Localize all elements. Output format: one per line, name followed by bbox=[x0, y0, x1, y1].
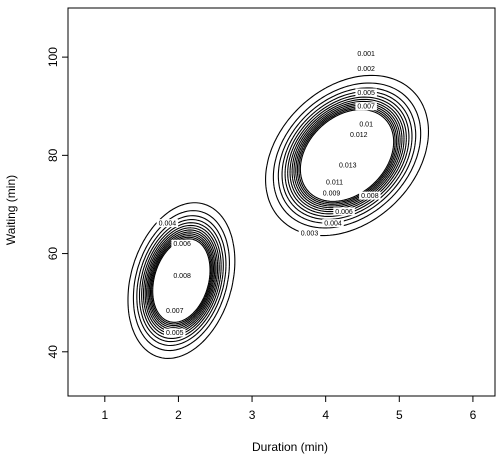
contour-line-0.002 bbox=[132, 82, 422, 352]
contour-label: 0.005 bbox=[355, 88, 377, 97]
y-tick-label: 80 bbox=[46, 148, 60, 162]
contour-line-0.006 bbox=[142, 96, 407, 337]
contour-label-bg bbox=[164, 328, 186, 337]
contour-label-bg bbox=[355, 88, 377, 97]
contour-label: 0.006 bbox=[171, 239, 193, 248]
contour-label-text: 0.01 bbox=[359, 121, 373, 128]
contour-label-text: 0.001 bbox=[357, 51, 375, 58]
y-tick-label: 40 bbox=[46, 345, 60, 359]
plot-frame bbox=[67, 7, 496, 397]
contour-label-bg bbox=[171, 239, 193, 248]
contour-label-text: 0.004 bbox=[159, 221, 177, 228]
contour-label-bg bbox=[359, 191, 381, 200]
y-axis: 40 60 80 100 bbox=[46, 47, 68, 359]
contour-label: 0.004 bbox=[322, 219, 344, 228]
contour-label-text: 0.006 bbox=[335, 209, 353, 216]
contour-label-text: 0.013 bbox=[339, 163, 357, 170]
contour-label: 0.013 bbox=[337, 161, 359, 170]
contour-label: 0.007 bbox=[355, 102, 377, 111]
contour-label-bg bbox=[323, 177, 346, 186]
contour-label-bg bbox=[355, 49, 377, 58]
contour-label: 0.012 bbox=[348, 130, 370, 139]
contour-label-text: 0.005 bbox=[166, 330, 184, 337]
contour-label-text: 0.003 bbox=[301, 230, 319, 237]
contour-label-bg bbox=[171, 271, 193, 280]
contour-label: 0.008 bbox=[171, 271, 193, 280]
contour-label-text: 0.008 bbox=[173, 273, 191, 280]
contour-label-bg bbox=[333, 207, 355, 216]
contour-lines bbox=[127, 74, 430, 359]
x-tick-label: 6 bbox=[470, 408, 477, 422]
contour-line-0.004 bbox=[138, 90, 413, 343]
x-tick-label: 2 bbox=[175, 408, 182, 422]
contour-label-bg bbox=[320, 189, 343, 198]
contour-label: 0.005 bbox=[164, 328, 186, 337]
contour-label-bg bbox=[156, 219, 179, 228]
contour-label: 0.003 bbox=[298, 228, 321, 237]
contour-label: 0.011 bbox=[323, 177, 346, 186]
contour-labels: 0.001 0.002 0.003 0.004 0.005 0.006 0.007 0.008… bbox=[156, 49, 381, 337]
contour-label: 0.008 bbox=[359, 191, 381, 200]
x-axis-title: Duration (min) bbox=[252, 440, 328, 454]
x-tick-label: 4 bbox=[322, 408, 329, 422]
contour-label: 0.006 bbox=[333, 207, 355, 216]
contour-label-text: 0.007 bbox=[357, 104, 375, 111]
contour-label-text: 0.012 bbox=[350, 132, 368, 139]
contour-label-text: 0.007 bbox=[166, 308, 184, 315]
x-axis: 1 2 3 4 5 6 bbox=[101, 396, 477, 422]
contour-label-bg bbox=[164, 306, 186, 315]
contour-label-bg bbox=[322, 219, 344, 228]
y-axis-title: Waiting (min) bbox=[4, 175, 18, 245]
contour-line-0.003 bbox=[136, 87, 417, 347]
y-tick-label: 100 bbox=[46, 47, 60, 67]
contour-label-bg bbox=[355, 64, 377, 73]
contour-label-bg bbox=[357, 119, 375, 128]
contour-label-text: 0.008 bbox=[361, 193, 379, 200]
x-tick-label: 5 bbox=[396, 408, 403, 422]
contour-label-bg bbox=[348, 130, 370, 139]
x-tick-label: 3 bbox=[249, 408, 256, 422]
contour-label: 0.002 bbox=[355, 64, 377, 73]
contour-label-text: 0.011 bbox=[326, 179, 343, 186]
contour-label: 0.007 bbox=[164, 306, 186, 315]
contour-label: 0.001 bbox=[355, 49, 377, 58]
y-tick-label: 60 bbox=[46, 247, 60, 261]
contour-label-text: 0.002 bbox=[357, 66, 375, 73]
contour-label-text: 0.009 bbox=[323, 191, 341, 198]
contour-label: 0.01 bbox=[357, 119, 375, 128]
contour-label: 0.004 bbox=[156, 219, 179, 228]
x-tick-label: 1 bbox=[101, 408, 108, 422]
contour-line-0.005 bbox=[141, 94, 410, 340]
contour-label-text: 0.004 bbox=[324, 221, 342, 228]
contour-label-bg bbox=[337, 161, 359, 170]
contour-label-bg bbox=[355, 102, 377, 111]
contour-label-bg bbox=[298, 228, 321, 237]
contour-label-text: 0.005 bbox=[357, 90, 375, 97]
contour-label-text: 0.006 bbox=[173, 241, 191, 248]
contour-label: 0.009 bbox=[320, 189, 343, 198]
